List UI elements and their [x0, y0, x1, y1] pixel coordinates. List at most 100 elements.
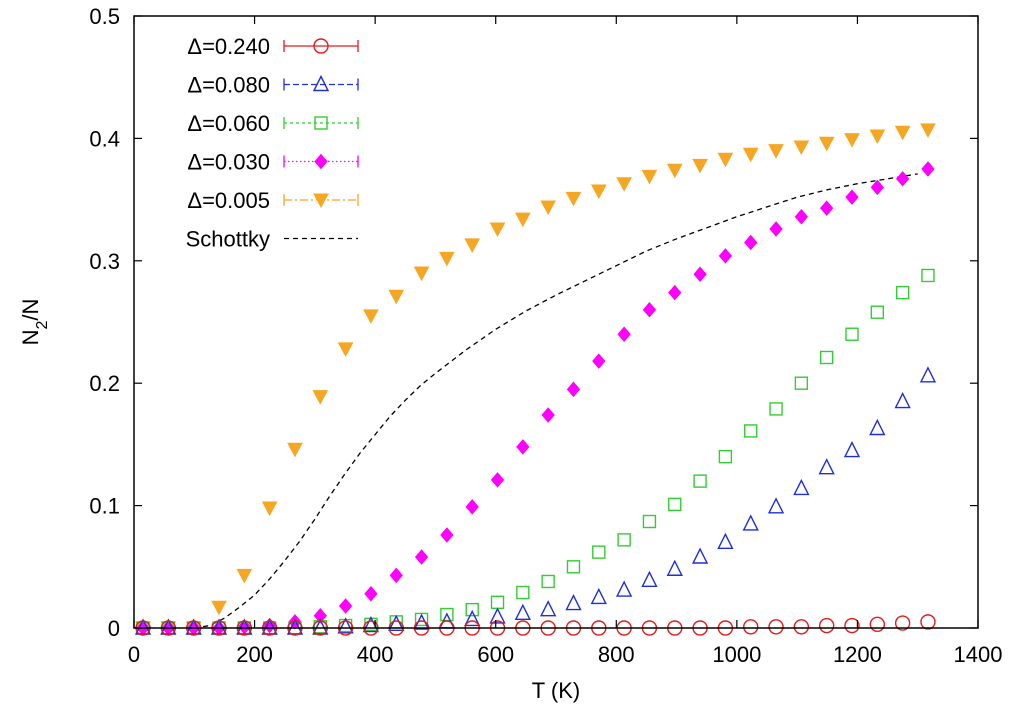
data-point: [491, 223, 505, 236]
legend-label: Δ=0.240: [187, 34, 270, 59]
x-tick-label: 0: [128, 642, 140, 667]
data-point: [921, 368, 935, 382]
x-axis-title: T (K): [532, 678, 580, 703]
data-point: [541, 602, 555, 616]
y-tick-label: 0: [108, 616, 120, 641]
data-point: [795, 210, 807, 224]
data-point: [770, 403, 782, 415]
data-point: [618, 327, 630, 341]
x-tick-label: 1000: [712, 642, 761, 667]
data-point: [441, 528, 453, 542]
data-point: [642, 170, 656, 183]
data-point: [541, 201, 555, 214]
data-point: [719, 451, 731, 463]
data-point: [617, 582, 631, 596]
data-point: [517, 440, 529, 454]
data-point: [389, 290, 403, 303]
data-point: [694, 475, 706, 487]
y-tick-label: 0.4: [89, 126, 120, 151]
data-point: [566, 192, 580, 205]
data-point: [794, 141, 808, 154]
data-point: [566, 596, 580, 610]
data-point: [794, 480, 808, 494]
data-point: [643, 303, 655, 317]
data-point: [922, 269, 934, 281]
data-point: [440, 252, 454, 265]
legend-entry: Δ=0.080: [187, 73, 358, 98]
data-point: [643, 516, 655, 528]
data-point: [592, 185, 606, 198]
legend-label: Δ=0.030: [187, 150, 270, 175]
legend-label: Schottky: [186, 227, 270, 252]
data-point: [365, 587, 377, 601]
data-point: [694, 267, 706, 281]
data-point: [921, 615, 935, 629]
series-Δ=0.060: [137, 269, 934, 634]
y-axis-title-main: N: [18, 330, 43, 346]
y-axis-title-tail: /N: [18, 299, 43, 321]
data-point: [795, 377, 807, 389]
data-point: [237, 569, 251, 582]
axis-ticks: 0 200 400 600 800 1000 1200 1400 0 0.1 0.2 0.3 0.4 0.…: [89, 4, 1002, 667]
data-point: [870, 420, 884, 434]
data-point: [642, 572, 656, 586]
data-point: [415, 267, 429, 280]
data-point: [617, 178, 631, 191]
data-point: [871, 180, 883, 194]
data-point: [668, 561, 682, 575]
data-point: [896, 126, 910, 139]
data-point: [466, 604, 478, 616]
legend-label: Δ=0.080: [187, 73, 270, 98]
schottky-curve: [194, 174, 917, 628]
y-tick-label: 0.3: [89, 249, 120, 274]
data-point: [846, 328, 858, 340]
legend-entry: Δ=0.030: [187, 150, 358, 175]
data-point: [567, 382, 579, 396]
y-axis-title: N2/N: [18, 299, 51, 346]
data-point: [744, 148, 758, 161]
data-point: [744, 620, 758, 634]
data-point: [770, 222, 782, 236]
y-axis-title-sub: 2: [34, 321, 51, 330]
data-point: [390, 568, 402, 582]
data-point: [820, 460, 834, 474]
data-point: [416, 550, 428, 564]
data-point: [922, 162, 934, 176]
data-point: [693, 159, 707, 172]
y-tick-label: 0.1: [89, 494, 120, 519]
data-point: [492, 596, 504, 608]
x-tick-label: 600: [477, 642, 514, 667]
legend-entry: Δ=0.005: [187, 188, 358, 213]
data-point: [313, 391, 327, 404]
data-point: [820, 619, 834, 633]
data-point: [745, 425, 757, 437]
data-point: [593, 546, 605, 558]
data-point: [870, 617, 884, 631]
data-point: [364, 310, 378, 323]
legend-label: Δ=0.060: [187, 111, 270, 136]
data-point: [364, 618, 378, 632]
legend: Δ=0.240 Δ=0.080 Δ=0.060 Δ=0.030 Δ=0.005 Schot…: [186, 34, 358, 252]
data-point: [718, 153, 732, 166]
data-point: [288, 443, 302, 456]
data-point: [212, 601, 226, 614]
data-point: [821, 201, 833, 215]
x-tick-label: 1200: [833, 642, 882, 667]
x-tick-label: 800: [598, 642, 635, 667]
legend-label: Δ=0.005: [187, 188, 270, 213]
data-point: [897, 172, 909, 186]
data-point: [871, 306, 883, 318]
data-point: [492, 473, 504, 487]
x-tick-label: 1400: [954, 642, 1003, 667]
data-point: [870, 130, 884, 143]
data-point: [339, 343, 353, 356]
data-point: [516, 605, 530, 619]
data-point: [897, 287, 909, 299]
data-point: [769, 499, 783, 513]
legend-entry: Schottky: [186, 227, 358, 252]
data-point: [593, 354, 605, 368]
legend-entry: Δ=0.240: [187, 34, 358, 59]
legend-marker: [315, 155, 327, 169]
data-point: [896, 394, 910, 408]
data-point: [567, 561, 579, 573]
